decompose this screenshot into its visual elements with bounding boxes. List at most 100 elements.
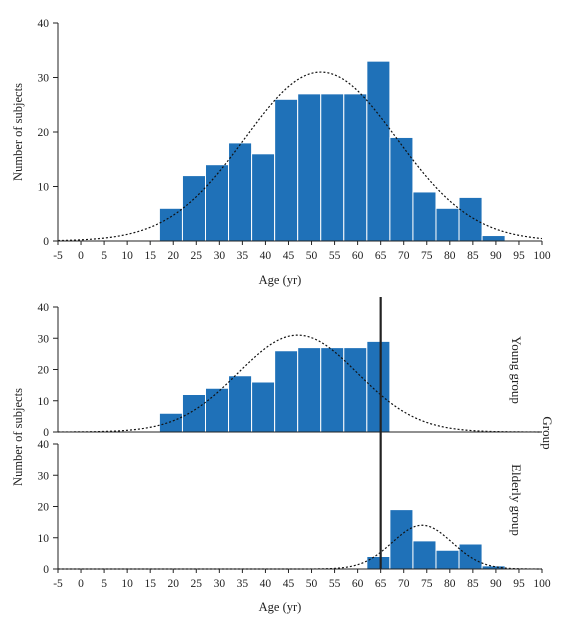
x-tick-label: 95	[513, 578, 525, 590]
x-tick-label: 75	[421, 250, 433, 262]
y-tick-label: 0	[43, 564, 49, 576]
histogram-bar	[366, 556, 391, 570]
x-tick-label: 40	[260, 250, 272, 262]
x-tick-label: 90	[490, 250, 502, 262]
normal-curve	[57, 71, 543, 242]
histogram-bar	[251, 153, 276, 242]
top-histogram: 0 10 20 30 40 -5 0 5 10 15 20 25 30 35 40 45 50 55 60 65 70 7…	[11, 18, 551, 287]
histogram-bar	[435, 207, 460, 242]
x-tick-label: 10	[121, 250, 133, 262]
y-axis-title: Number of subjects	[11, 83, 25, 181]
x-tick-label: 50	[306, 250, 318, 262]
x-tick-label: 25	[191, 578, 203, 590]
histogram-bar	[366, 340, 391, 433]
y-tick-label: 40	[38, 439, 50, 451]
y-tick-label: 40	[38, 18, 50, 30]
histogram-bar	[458, 196, 483, 242]
x-tick-label: 0	[78, 250, 84, 262]
histogram-bar	[297, 93, 322, 242]
x-tick-label: 100	[533, 250, 551, 262]
x-tick-label: 30	[214, 578, 226, 590]
young-group-label: Young group	[509, 336, 524, 404]
histogram-bar	[158, 207, 183, 242]
group-facet-label: Group	[540, 416, 555, 449]
x-tick-label: 35	[237, 578, 249, 590]
histogram-bar	[274, 350, 299, 433]
x-tick-label: 55	[329, 250, 341, 262]
histogram-bar	[320, 347, 345, 433]
elderly-group-label: Elderly group	[509, 464, 524, 536]
histogram-bar	[343, 347, 368, 433]
histogram-bar	[181, 394, 207, 433]
x-tick-label: 45	[283, 250, 295, 262]
x-tick-label: 60	[352, 578, 364, 590]
histogram-bar	[205, 164, 230, 242]
y-tick-label: 30	[38, 73, 50, 85]
histogram-bar	[228, 375, 253, 433]
y-tick-label: 40	[38, 302, 50, 314]
x-tick-label: -5	[53, 578, 63, 590]
panel-elderly: 0 10 20 30 40 -5 0 5 10 15 20 25 30 35 40 45 50 55 60 65 70 7…	[38, 439, 551, 590]
y-tick-label: 0	[43, 427, 49, 439]
histogram-bar	[343, 93, 368, 242]
x-tick-label: 70	[398, 250, 410, 262]
x-tick-label: 25	[191, 250, 203, 262]
histogram-bar	[458, 543, 483, 570]
x-tick-label: 20	[167, 578, 179, 590]
y-tick-label: 20	[38, 365, 50, 377]
x-tick-label: 15	[144, 578, 156, 590]
x-tick-label: 75	[421, 578, 433, 590]
histogram-bar	[435, 549, 460, 570]
histogram-bar	[412, 191, 437, 242]
x-axis-title: Age (yr)	[259, 273, 302, 287]
x-tick-label: 100	[533, 578, 551, 590]
x-tick-label: 85	[467, 250, 479, 262]
x-tick-label: 85	[467, 578, 479, 590]
x-tick-label: 15	[144, 250, 156, 262]
x-tick-label: 70	[398, 578, 410, 590]
histogram-bar	[412, 540, 437, 570]
x-tick-label: 90	[490, 578, 502, 590]
x-tick-label: 20	[167, 250, 179, 262]
x-tick-label: 0	[78, 578, 84, 590]
histogram-bar	[389, 509, 414, 570]
x-tick-label: 60	[352, 250, 364, 262]
histogram-bar	[274, 98, 299, 242]
x-tick-label: 5	[101, 250, 107, 262]
y-tick-label: 0	[43, 236, 49, 248]
y-tick-label: 10	[38, 533, 50, 545]
x-tick-label: 80	[444, 250, 456, 262]
panel-young: 0 10 20 30 40	[38, 302, 543, 439]
histogram-bar	[205, 387, 230, 433]
normal-curve	[57, 334, 543, 433]
histogram-bar	[389, 136, 414, 242]
x-tick-label: 65	[375, 250, 387, 262]
x-tick-label: 35	[237, 250, 249, 262]
y-tick-label: 30	[38, 470, 50, 482]
y-tick-label: 30	[38, 333, 50, 345]
y-tick-label: 10	[38, 182, 50, 194]
x-axis-title: Age (yr)	[259, 600, 302, 614]
y-tick-label: 20	[38, 127, 50, 139]
y-axis-title: Number of subjects	[11, 388, 25, 486]
x-tick-label: 40	[260, 578, 272, 590]
y-tick-label: 10	[38, 396, 50, 408]
histogram-bar	[251, 381, 276, 433]
histogram-bar	[320, 93, 345, 242]
histogram-bar	[228, 142, 253, 242]
histogram-bar	[158, 412, 183, 433]
histogram-bar	[366, 60, 391, 242]
x-tick-label: 55	[329, 578, 341, 590]
histogram-bar	[297, 347, 322, 433]
x-tick-label: 10	[121, 578, 133, 590]
histogram-bar	[181, 175, 207, 242]
x-tick-label: 50	[306, 578, 318, 590]
y-tick-label: 20	[38, 502, 50, 514]
x-tick-label: 30	[214, 250, 226, 262]
x-tick-label: 5	[101, 578, 107, 590]
x-tick-label: 95	[513, 250, 525, 262]
histogram-bar	[481, 235, 506, 242]
